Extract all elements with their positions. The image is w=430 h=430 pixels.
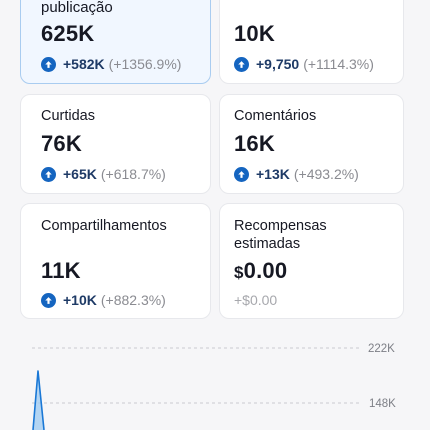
metric-delta-percent: (+1114.3%) bbox=[303, 56, 374, 72]
metric-delta: +65K (+618.7%) bbox=[41, 166, 166, 182]
metric-delta-percent: (+618.7%) bbox=[100, 166, 166, 182]
currency-symbol: $ bbox=[234, 263, 244, 282]
arrow-up-icon bbox=[41, 292, 56, 308]
trend-chart-svg: 222K 148K bbox=[32, 343, 396, 430]
metric-card-views[interactable]: publicação 625K +582K (+1356.9%) bbox=[20, 0, 211, 84]
metric-label-line1: Recompensas bbox=[234, 218, 327, 234]
arrow-up-icon bbox=[41, 56, 56, 72]
y-tick-top: 222K bbox=[368, 343, 395, 355]
metric-delta-value: +9,750 bbox=[256, 56, 300, 72]
metric-delta-percent: (+493.2%) bbox=[293, 166, 359, 182]
metric-value: 625K bbox=[41, 21, 95, 46]
metric-delta: +582K (+1356.9%) bbox=[41, 56, 181, 72]
metric-value: 10K bbox=[234, 21, 275, 46]
metric-delta-value: +582K bbox=[63, 56, 105, 72]
metric-delta-percent: (+1356.9%) bbox=[108, 56, 182, 72]
metric-card-likes[interactable]: Curtidas 76K +65K (+618.7%) bbox=[20, 94, 211, 194]
metric-delta-value: +65K bbox=[63, 166, 97, 182]
metric-value: 16K bbox=[234, 131, 275, 156]
arrow-up-icon bbox=[41, 166, 56, 182]
arrow-up-icon bbox=[234, 166, 249, 182]
arrow-up-icon bbox=[234, 56, 249, 72]
metric-label: Curtidas bbox=[41, 108, 95, 124]
metric-label: publicação bbox=[41, 0, 113, 16]
metric-delta: +10K (+882.3%) bbox=[41, 292, 166, 308]
metric-value: $0.00 bbox=[234, 258, 287, 284]
metric-delta: +9,750 (+1114.3%) bbox=[234, 56, 374, 72]
metric-delta-value: +$0.00 bbox=[234, 292, 278, 308]
metric-value: 11K bbox=[41, 258, 81, 283]
metric-delta: +$0.00 bbox=[234, 292, 277, 308]
trend-chart[interactable]: 222K 148K bbox=[0, 330, 430, 430]
metric-delta-percent: (+882.3%) bbox=[100, 292, 166, 308]
metric-value: 76K bbox=[41, 131, 82, 156]
metric-label: Comentários bbox=[234, 108, 317, 124]
metric-card-second[interactable]: 10K +9,750 (+1114.3%) bbox=[219, 0, 404, 84]
metric-delta: +13K (+493.2%) bbox=[234, 166, 359, 182]
metric-card-estimated-rewards[interactable]: Recompensas estimadas $0.00 +$0.00 bbox=[219, 203, 404, 319]
trend-line bbox=[32, 370, 45, 430]
trend-area-fill bbox=[33, 371, 44, 430]
metric-label-line2: estimadas bbox=[234, 236, 301, 252]
metric-card-shares[interactable]: Compartilhamentos 11K +10K (+882.3%) bbox=[20, 203, 211, 319]
metric-amount: 0.00 bbox=[243, 258, 288, 283]
metric-card-comments[interactable]: Comentários 16K +13K (+493.2%) bbox=[219, 94, 404, 194]
y-tick-mid: 148K bbox=[369, 398, 396, 410]
metric-delta-value: +13K bbox=[256, 166, 290, 182]
metric-delta-value: +10K bbox=[63, 292, 97, 308]
metric-label: Compartilhamentos bbox=[41, 218, 167, 234]
